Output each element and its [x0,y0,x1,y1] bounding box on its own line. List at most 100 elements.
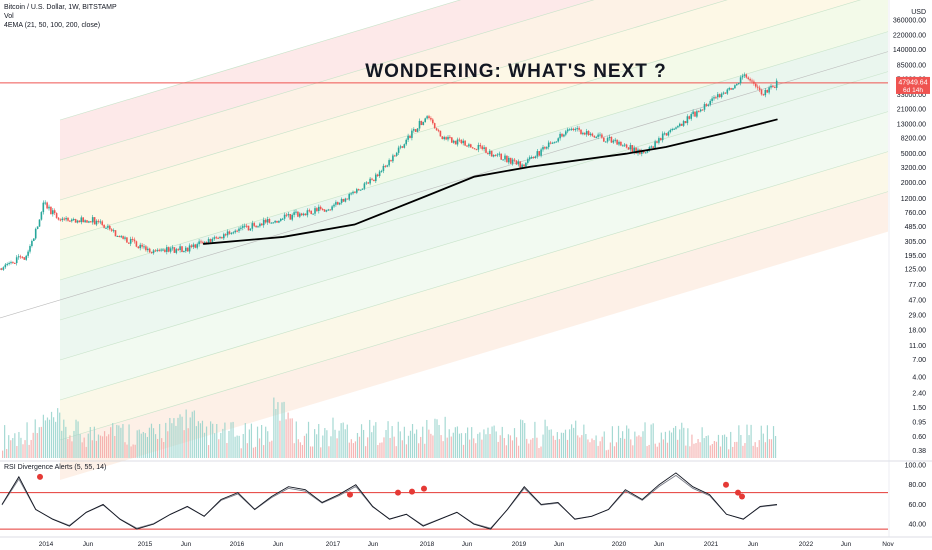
volume-bar [591,438,593,458]
volume-bar [652,423,654,458]
volume-bar [481,439,483,458]
candle-body [378,171,381,177]
channel-line [59,151,889,401]
candle-body [327,209,330,211]
volume-bar [666,442,669,458]
volume-bar [256,426,259,458]
volume-bar [615,442,618,458]
volume-bar [301,444,304,458]
volume-bar [4,425,6,458]
candle-body [433,123,436,129]
volume-bar [277,402,279,458]
volume-bar [299,442,301,458]
time-tick-label: 2021 [704,541,719,548]
candle-body [454,140,457,145]
volume-bar [575,420,577,458]
candle-body [359,189,362,191]
candle-body [281,218,284,220]
candle-body [333,204,335,207]
volume-bar [152,428,155,458]
candle-body [257,226,259,228]
volume-label[interactable]: Vol [4,13,14,20]
candle-body [158,249,161,251]
candle-body [386,165,389,167]
candle-body [310,210,313,214]
volume-bar [291,418,293,458]
candle-body [285,214,288,216]
candle-body [297,211,299,217]
volume-bar [228,430,230,458]
candle-body [373,179,375,182]
candle-body [160,249,162,251]
candle-body [131,238,134,240]
candle-body [755,83,757,87]
volume-bar [709,445,711,458]
volume-bar [517,445,520,458]
candle-body [348,194,351,200]
volume-bar [138,429,140,458]
symbol-line[interactable]: Bitcoin / U.S. Dollar, 1W, BITSTAMP [4,4,117,11]
candle-body [329,209,332,211]
volume-bar [203,432,206,458]
volume-bar [79,434,81,458]
candle-body [112,230,115,232]
volume-bar [254,446,257,458]
volume-bar [18,432,20,458]
volume-bar [110,427,112,458]
candle-body [88,221,90,223]
candle-body [10,262,12,264]
volume-bar [136,430,138,458]
volume-bar [691,434,693,458]
volume-bar [238,435,240,458]
ema-label[interactable]: 4EMA (21, 50, 100, 200, close) [4,22,101,29]
candle-body [508,157,510,163]
volume-bar [328,446,330,458]
price-axis[interactable]: 360000.00220000.00140000.0085000.0054000… [893,9,930,455]
volume-bar [662,439,664,458]
volume-bar [742,445,744,458]
volume-bar [356,432,359,458]
volume-bar [185,409,187,458]
candle-body [323,209,326,212]
candle-body [65,217,67,220]
volume-bar [391,426,393,458]
candle-body [504,155,506,160]
volume-bar [530,439,532,458]
volume-bar [142,431,144,458]
volume-bar [252,447,255,458]
volume-bar [505,445,507,458]
candle-body [338,202,341,205]
candle-body [200,241,202,243]
volume-bar [22,444,24,458]
volume-bar [261,424,263,458]
volume-bar [161,438,163,458]
rsi-alert-marker [37,473,43,480]
candle-body [414,129,417,132]
volume-bar [697,439,699,458]
volume-bar [550,429,552,458]
candle-body [308,210,311,212]
volume-bar [485,434,487,458]
candle-body [720,93,723,98]
time-tick-label: Jun [273,541,284,548]
candle-body [335,202,337,205]
candle-body [105,227,107,229]
candle-body [566,129,569,132]
candle-body [534,156,537,158]
rsi-label[interactable]: RSI Divergence Alerts (5, 55, 14) [4,464,107,471]
ema-200-path [203,118,778,245]
candle-body [671,129,674,131]
volume-bar [395,446,397,458]
candle-body [517,161,520,165]
volume-bar [454,427,456,458]
candle-body [595,136,598,138]
volume-bar [507,434,509,458]
volume-bar [583,424,585,458]
candle-body [350,193,352,195]
candle-body [19,256,22,258]
volume-bar [10,440,12,458]
volume-bar [281,402,283,458]
candle-body [523,164,525,167]
